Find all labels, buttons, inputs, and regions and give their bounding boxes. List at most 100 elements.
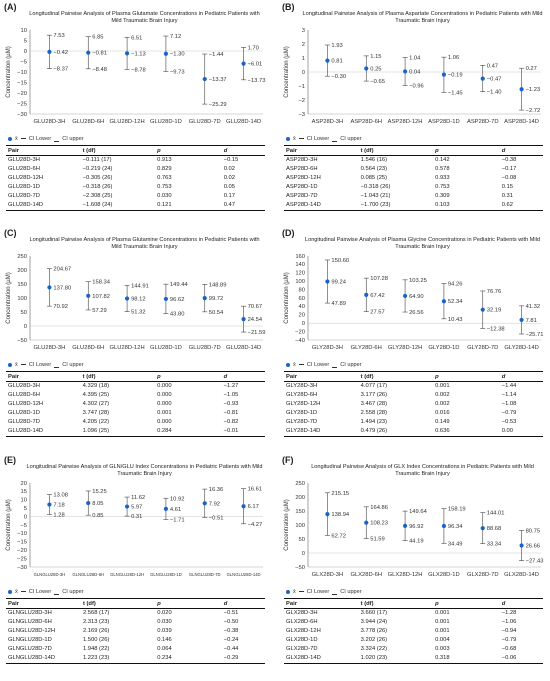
table-cell: 0.318 [433, 653, 500, 664]
lower-value-label: −0.96 [409, 83, 424, 89]
legend: x̄ CI Lower CI upper [286, 136, 365, 142]
legend-upper-marker [332, 367, 338, 368]
table-cell: 0.001 [435, 610, 450, 617]
lower-value-label: 43.80 [170, 312, 185, 318]
table-cell: −0.305 (26) [82, 175, 113, 182]
table-cell: 0.085 (25) [360, 175, 388, 182]
table-cell: GLU28D-3H [8, 383, 40, 390]
y-tick-label: 0 [302, 321, 305, 327]
chart-panel: (C) Longitudinal Pairwise Analysis of Pla… [4, 228, 269, 450]
y-tick-label: 100 [295, 279, 305, 285]
upper-value-label: 7.53 [53, 33, 64, 39]
table-cell: 0.001 [435, 619, 450, 626]
x-category-label: GLU28D-12H [110, 119, 145, 125]
lower-value-label: −8.37 [53, 67, 68, 73]
table-cell: 0.02 [223, 166, 235, 173]
table-cell: 0.002 [435, 401, 450, 408]
upper-value-label: 70.67 [248, 304, 263, 310]
legend: x̄ CI Lower CI upper [8, 589, 87, 595]
mean-point [441, 299, 447, 304]
x-category-label: GLX28D-14D [504, 572, 539, 578]
lower-value-label: −8.78 [131, 67, 146, 73]
table-cell: GLU28D-7D [8, 419, 40, 426]
table-cell: −1.05 [223, 392, 239, 399]
errorbar-chart: 250 200 150 100 50 0 −50 Concentration (µM) 215.… [284, 481, 543, 578]
stats-table: Pair t (df) p d GLX28D-3H 3.660 (17) 0.001 −1.2… [284, 598, 543, 664]
y-tick-label: 50 [21, 310, 27, 316]
upper-value-label: 158.34 [92, 280, 111, 286]
mean-value-label: 24.54 [248, 317, 263, 323]
lower-value-label: −8.48 [92, 67, 107, 73]
legend-mean-marker [286, 136, 290, 141]
y-tick-label: −5 [20, 523, 27, 529]
legend-lower-marker [298, 591, 304, 593]
y-tick-label: 250 [295, 481, 305, 487]
x-category-label: GLX28D-6H [350, 572, 382, 578]
table-cell: −0.08 [501, 175, 517, 182]
lower-value-label: 51.59 [370, 537, 385, 543]
table-cell: GLU28D-12H [8, 401, 44, 408]
errorbar-chart: 160 140 120 100 80 60 40 20 0 −20 −40 Concentration… [284, 254, 544, 351]
x-category-label: GLU28D-7D [189, 119, 221, 125]
y-tick-label: 10 [21, 28, 27, 34]
mean-point [202, 76, 207, 82]
lower-value-label: 62.72 [331, 533, 346, 539]
table-cell: GLU28D-14D [6, 200, 81, 211]
table-cell: 0.064 [157, 646, 172, 653]
stats-table: Pair t (df) p d ASP28D-3H 1.546 (16) 0.142 −0.3… [284, 145, 543, 211]
table-cell: GLX28D-14D [284, 653, 359, 664]
table-cell: GLU28D-6H [8, 392, 40, 399]
table-cell: 0.004 [435, 637, 450, 644]
mean-point [241, 61, 246, 66]
y-tick-label: 200 [17, 268, 27, 274]
y-tick-label: −10 [17, 70, 27, 76]
table-cell: GLY28D-6H [286, 392, 318, 399]
upper-value-label: 150.60 [331, 258, 349, 264]
table-row: GLX28D-3H 3.660 (17) 0.001 −1.28 [284, 609, 543, 618]
table-row: GLY28D-1D 2.558 (28) 0.016 −0.79 [284, 409, 543, 418]
upper-value-label: 1.70 [248, 45, 259, 51]
table-cell: 0.763 [157, 175, 172, 182]
lower-value-label: −25.71 [526, 332, 544, 338]
table-row: GLX28D-14D 1.020 (23) 0.318 −0.06 [284, 653, 543, 664]
table-header-cell: p [155, 371, 222, 382]
table-cell: 1.494 (23) [360, 419, 388, 426]
table-cell: 0.121 [155, 200, 222, 211]
y-tick-label: 60 [299, 296, 305, 302]
legend-upper-marker [54, 594, 60, 595]
mean-value-label: 4.61 [170, 507, 181, 513]
table-cell: −0.29 [221, 653, 265, 664]
mean-point [480, 526, 485, 531]
table-cell: GLU28D-1D [8, 410, 40, 417]
table-cell: 0.479 (26) [358, 426, 434, 437]
y-tick-label: −25 [17, 101, 27, 107]
legend-mean-marker [8, 589, 12, 594]
mean-point [325, 511, 330, 517]
legend-mean-label: x̄ [15, 362, 18, 368]
legend-lower-label: CI Lower [28, 362, 52, 368]
mean-point [325, 58, 330, 63]
lower-value-label: −13.73 [248, 78, 266, 84]
table-cell: 1.546 (16) [360, 157, 388, 164]
mean-value-label: 0.25 [370, 67, 381, 73]
table-header-cell: t (df) [358, 371, 434, 382]
table-cell: −1.27 [223, 383, 239, 390]
table-row: ASP28D-12H 0.085 (25) 0.933 −0.08 [284, 174, 543, 183]
table-header-cell: p [155, 145, 222, 156]
table-cell: 0.103 [433, 200, 500, 211]
table-cell: 0.753 [157, 184, 172, 191]
table-row: GLU28D-7D 4.205 (22) 0.000 −0.82 [6, 418, 265, 427]
table-row: GLU28D-6H 4.395 (25) 0.000 −1.05 [6, 391, 265, 400]
table-cell: GLY28D-14D [284, 426, 359, 437]
mean-value-label: 6.17 [248, 504, 259, 510]
upper-value-label: 10.92 [170, 496, 185, 502]
x-category-label: GLX28D-1D [428, 572, 460, 578]
mean-value-label: 107.82 [92, 294, 110, 300]
table-row: GLU28D-12H −0.305 (26) 0.763 0.02 [6, 174, 265, 183]
upper-value-label: 6.51 [131, 35, 142, 41]
lower-value-label: 27.57 [370, 310, 385, 316]
mean-point [402, 69, 408, 74]
table-cell: GLU28D-3H [8, 157, 40, 164]
mean-point [519, 543, 524, 548]
legend-mean-marker [8, 362, 12, 367]
